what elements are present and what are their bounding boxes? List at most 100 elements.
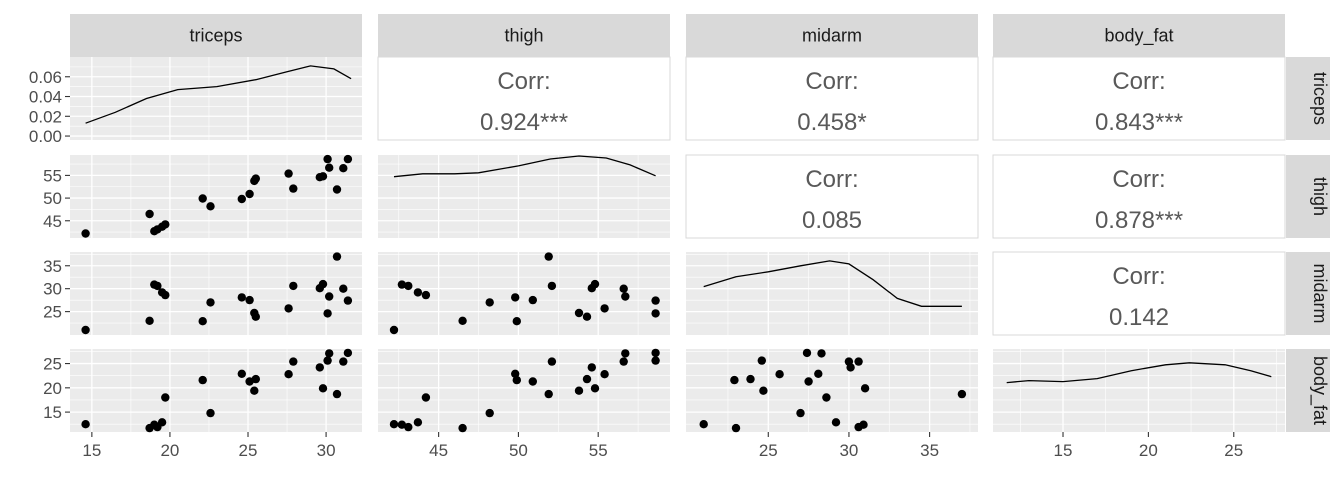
scatter-point: [251, 174, 260, 183]
strip-top-triceps: [70, 14, 362, 57]
corr-panel-background: [685, 56, 979, 141]
scatter-point: [731, 423, 741, 433]
strip-top-thigh: [378, 14, 670, 57]
scatter-point: [404, 422, 413, 432]
scatter-point: [600, 370, 609, 379]
corr-panel-background: [377, 56, 671, 141]
scatter-point: [802, 348, 812, 358]
scatter-point: [323, 356, 332, 365]
scatter-point: [651, 348, 660, 358]
strip-top-midarm: [686, 14, 978, 57]
corr-label: Corr:: [1112, 166, 1165, 193]
scatter-point: [574, 386, 584, 395]
scatter-point: [957, 389, 967, 399]
scatter-point: [651, 296, 660, 305]
scatter-point: [339, 357, 348, 366]
scatter-point: [325, 292, 334, 301]
scatter-point: [822, 393, 831, 402]
scatter-point: [651, 356, 660, 365]
panel-body_fat-thigh: [378, 348, 670, 433]
scatter-point: [237, 369, 246, 378]
scatter-point: [332, 185, 342, 194]
panel-midarm-midarm: [686, 252, 978, 335]
density-line-midarm: [703, 260, 962, 307]
panel-background: [70, 252, 362, 335]
panel-body_fat-triceps: [70, 348, 362, 433]
panel-thigh-thigh: [378, 155, 670, 238]
panel-body_fat-midarm: [686, 348, 978, 433]
corr-value: 0.142: [1109, 304, 1169, 331]
corr-value: 0.924***: [480, 109, 568, 136]
density-line-thigh: [393, 155, 656, 178]
scatter-point: [250, 386, 259, 395]
scatter-point: [198, 375, 207, 385]
scatter-point: [161, 393, 170, 402]
scatter-point: [775, 370, 784, 379]
scatter-point: [289, 357, 298, 366]
scatter-point: [730, 375, 739, 385]
corr-panel-background: [992, 56, 1286, 141]
scatter-point: [198, 317, 207, 326]
scatter-point: [544, 252, 553, 261]
scatter-point: [315, 363, 324, 372]
scatter-point: [397, 280, 407, 289]
scatter-point: [206, 202, 215, 211]
scatter-point: [458, 423, 467, 433]
y-tick-label: 0.06: [29, 68, 62, 87]
scatter-point: [145, 316, 154, 325]
scatter-point: [284, 370, 293, 379]
panel-background: [70, 155, 362, 238]
corr-label: Corr:: [1112, 263, 1165, 290]
scatter-point: [600, 304, 609, 313]
scatter-point: [512, 317, 521, 326]
scatter-point: [251, 374, 260, 384]
scatter-point: [854, 422, 863, 432]
scatter-point: [413, 418, 423, 427]
corr-label: Corr:: [497, 68, 550, 95]
scatter-point: [699, 420, 708, 429]
corr-value: 0.458*: [797, 109, 866, 136]
scatter-point: [343, 348, 353, 358]
strip-label-top-body_fat: body_fat: [1104, 26, 1173, 47]
scatter-point: [485, 298, 494, 307]
scatter-point: [339, 284, 348, 293]
scatter-point: [323, 154, 332, 164]
y-tick-label: 15: [43, 403, 62, 422]
scatter-point: [153, 281, 162, 291]
scatter-point: [619, 357, 628, 366]
scatter-point: [528, 377, 537, 386]
strip-label-top-triceps: triceps: [189, 26, 242, 46]
y-tick-label: 25: [43, 355, 62, 374]
x-tick-label: 55: [589, 441, 608, 460]
scatter-point: [318, 384, 328, 393]
scatter-point: [421, 290, 431, 300]
scatter-point: [81, 229, 90, 238]
scatter-point: [651, 309, 660, 318]
scatter-point: [512, 375, 521, 385]
y-tick-label: 45: [43, 212, 62, 231]
y-tick-label: 35: [43, 257, 62, 276]
x-tick-label: 25: [1224, 441, 1243, 460]
y-tick-label: 0.00: [29, 127, 62, 146]
scatter-point: [198, 194, 207, 203]
scatter-point: [81, 420, 90, 429]
strip-right-body_fat: [1286, 349, 1330, 432]
scatter-point: [804, 377, 813, 386]
scatter-point: [237, 194, 246, 204]
corr-label: Corr:: [805, 68, 858, 95]
corr-label: Corr:: [1112, 68, 1165, 95]
scatter-point: [397, 420, 407, 429]
scatter-point: [206, 298, 215, 307]
scatter-point: [547, 357, 557, 366]
scatter-point: [289, 281, 298, 291]
scatter-point: [831, 418, 841, 427]
scatter-point: [621, 292, 630, 301]
panel-midarm-body_fat: Corr: 0.142: [992, 251, 1286, 336]
scatter-point: [325, 163, 334, 172]
corr-value: 0.085: [802, 207, 862, 234]
strip-right-thigh: [1286, 155, 1330, 238]
y-tick-label: 0.02: [29, 107, 62, 126]
scatter-point: [796, 408, 805, 418]
scatter-point: [332, 389, 342, 399]
